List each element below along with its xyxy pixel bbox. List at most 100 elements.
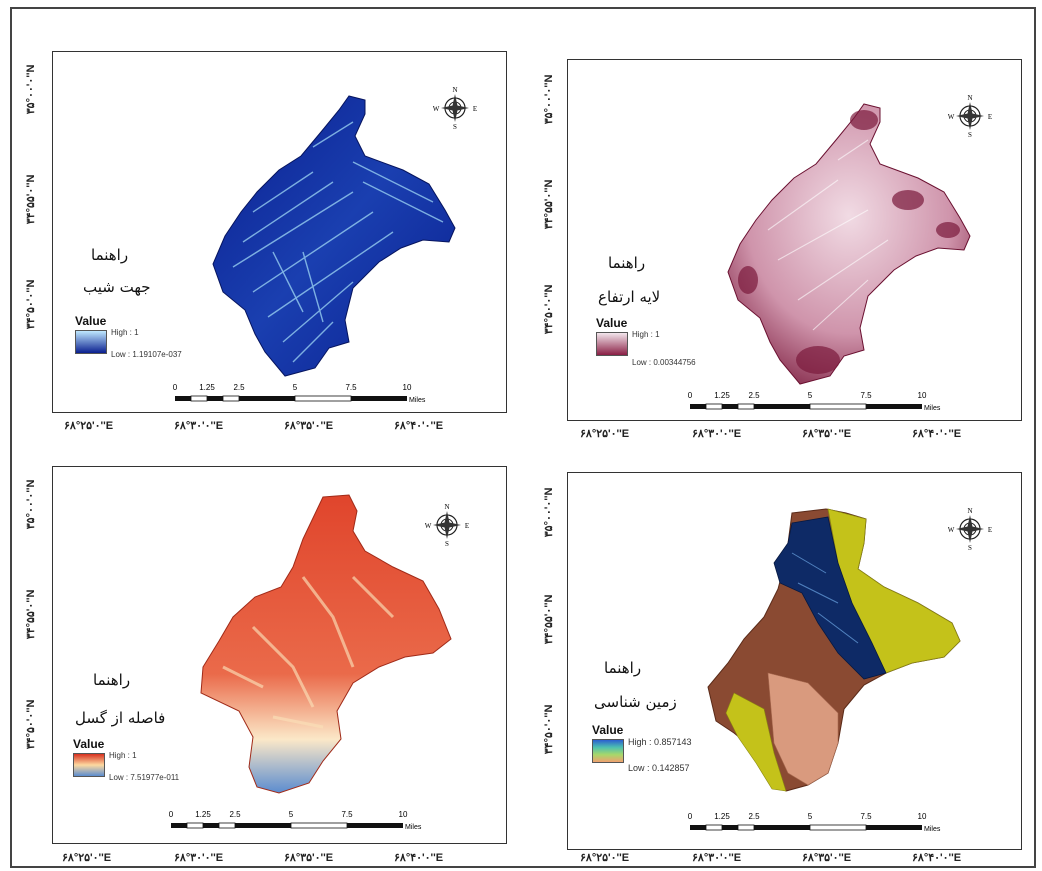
svg-text:0: 0	[169, 810, 174, 819]
svg-text:Miles: Miles	[924, 405, 941, 412]
svg-text:N: N	[967, 507, 972, 515]
legend-low: Low : 7.51977e-011	[109, 773, 180, 782]
svg-text:1.25: 1.25	[199, 383, 215, 392]
scale-bar: 0 1.25 2.5 5 7.5 10 Miles	[159, 805, 439, 835]
svg-text:5: 5	[289, 810, 294, 819]
north-arrow: N S E W	[433, 86, 477, 130]
svg-text:E: E	[473, 105, 477, 113]
legend-low: Low : 0.142857	[628, 763, 690, 773]
scale-bar: 0 1.25 2.5 5 7.5 10 Miles	[678, 807, 958, 837]
svg-text:E: E	[988, 526, 992, 534]
svg-text:7.5: 7.5	[860, 812, 872, 821]
layer-name: زمین شناسی	[594, 693, 677, 711]
north-arrow: N S E W	[948, 507, 992, 551]
map-aspect-svg	[212, 95, 456, 377]
lat-label: ۳۵°۰۰'۰''N	[25, 479, 37, 530]
svg-text:W: W	[948, 113, 955, 121]
lon-label: ۶۸°۳۵'۰''E	[284, 852, 334, 864]
lat-label: ۳۴°۵۰'۰''N	[25, 699, 37, 750]
svg-text:2.5: 2.5	[233, 383, 245, 392]
legend-high: High : 1	[111, 328, 139, 337]
svg-text:Miles: Miles	[405, 824, 422, 831]
scale-bar: 0 1.25 2.5 5 7.5 10 Miles	[163, 378, 443, 408]
lat-label: ۳۴°۵۵'۰''N	[543, 179, 555, 230]
svg-text:0: 0	[173, 383, 178, 392]
svg-text:10: 10	[918, 391, 927, 400]
lon-label: ۶۸°۴۰'۰''E	[912, 852, 962, 864]
svg-text:2.5: 2.5	[748, 391, 760, 400]
svg-text:W: W	[433, 105, 440, 113]
layer-name: لایه ارتفاع	[598, 288, 661, 306]
lat-label: ۳۴°۵۵'۰''N	[25, 174, 37, 225]
svg-text:5: 5	[808, 812, 813, 821]
layer-name: جهت شیب	[83, 278, 151, 296]
svg-text:E: E	[465, 522, 469, 530]
svg-text:0: 0	[688, 812, 693, 821]
lon-label: ۶۸°۴۰'۰''E	[394, 420, 444, 432]
elevation-peaks	[738, 110, 960, 374]
svg-text:S: S	[968, 131, 972, 138]
legend-high: High : 1	[632, 330, 660, 339]
svg-text:Miles: Miles	[409, 397, 426, 404]
map-geology-svg	[707, 508, 961, 792]
geology-unit-navy	[773, 516, 887, 680]
legend-heading: راهنما	[91, 246, 129, 264]
legend-color-ramp	[73, 753, 105, 777]
lon-label: ۶۸°۲۵'۰''E	[580, 852, 630, 864]
legend-heading: راهنما	[93, 671, 131, 689]
lon-label: ۶۸°۲۵'۰''E	[62, 852, 112, 864]
lat-label: ۳۴°۵۵'۰''N	[25, 589, 37, 640]
legend-value-label: Value	[596, 316, 628, 330]
legend-value-label: Value	[73, 737, 105, 751]
legend-value-label: Value	[592, 723, 624, 737]
map-panel-elevation: N S E W راهنما لایه ارتفاع Value High : …	[567, 59, 1022, 421]
figure-frame: N S E W راهنما جهت شیب Value High : 1 Lo…	[10, 7, 1036, 868]
svg-text:Miles: Miles	[924, 826, 941, 833]
lon-label: ۶۸°۳۵'۰''E	[284, 420, 334, 432]
study-area-fault-distance	[200, 494, 452, 794]
svg-text:W: W	[948, 526, 955, 534]
svg-text:2.5: 2.5	[229, 810, 241, 819]
svg-text:1.25: 1.25	[714, 812, 730, 821]
svg-text:5: 5	[808, 391, 813, 400]
legend-high: High : 0.857143	[628, 737, 692, 747]
lon-label: ۶۸°۳۰'۰''E	[174, 420, 224, 432]
svg-text:5: 5	[293, 383, 298, 392]
study-area-elevation	[727, 103, 971, 385]
lat-label: ۳۵°۰۰'۰''N	[543, 74, 555, 125]
svg-text:N: N	[452, 86, 457, 94]
svg-text:0: 0	[688, 391, 693, 400]
svg-text:W: W	[425, 522, 432, 530]
lat-label: ۳۴°۵۵'۰''N	[543, 594, 555, 645]
lon-label: ۶۸°۲۵'۰''E	[580, 428, 630, 440]
study-area-aspect	[212, 95, 456, 377]
geology-unit-salmon	[767, 672, 839, 786]
svg-text:S: S	[453, 123, 457, 130]
svg-text:S: S	[968, 544, 972, 551]
svg-text:E: E	[988, 113, 992, 121]
scale-bar: 0 1.25 2.5 5 7.5 10 Miles	[678, 386, 958, 416]
lat-label: ۳۵°۰۰'۰''N	[543, 487, 555, 538]
lon-label: ۶۸°۳۵'۰''E	[802, 852, 852, 864]
geology-unit-yellow-sw	[725, 692, 787, 792]
svg-text:7.5: 7.5	[345, 383, 357, 392]
legend-low: Low : 0.00344756	[632, 358, 696, 367]
svg-text:1.25: 1.25	[195, 810, 211, 819]
svg-text:10: 10	[918, 812, 927, 821]
layer-name: فاصله از گسل	[75, 709, 166, 727]
lat-label: ۳۴°۵۰'۰''N	[543, 704, 555, 755]
legend-color-ramp	[596, 332, 628, 356]
lat-label: ۳۵°۰۰'۰''N	[25, 64, 37, 115]
aspect-texture	[232, 121, 444, 363]
svg-text:7.5: 7.5	[860, 391, 872, 400]
lat-label: ۳۴°۵۰'۰''N	[543, 284, 555, 335]
north-arrow: N S E W	[425, 503, 469, 547]
svg-text:N: N	[967, 94, 972, 102]
lon-label: ۶۸°۳۰'۰''E	[692, 852, 742, 864]
map-fault-svg	[200, 494, 452, 794]
svg-text:1.25: 1.25	[714, 391, 730, 400]
legend-low: Low : 1.19107e-037	[111, 350, 182, 359]
svg-text:N: N	[444, 503, 449, 511]
legend-high: High : 1	[109, 751, 137, 760]
map-panel-aspect: N S E W راهنما جهت شیب Value High : 1 Lo…	[52, 51, 507, 413]
